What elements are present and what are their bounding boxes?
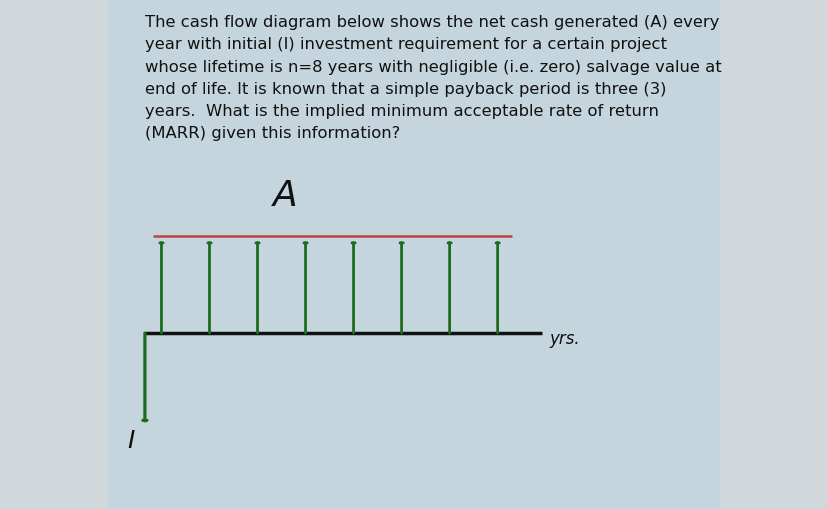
- Text: A: A: [273, 179, 298, 213]
- Text: yrs.: yrs.: [548, 329, 579, 348]
- Bar: [108, 0, 719, 509]
- Text: I: I: [127, 428, 134, 453]
- Text: The cash flow diagram below shows the net cash generated (A) every
year with ini: The cash flow diagram below shows the ne…: [145, 15, 721, 141]
